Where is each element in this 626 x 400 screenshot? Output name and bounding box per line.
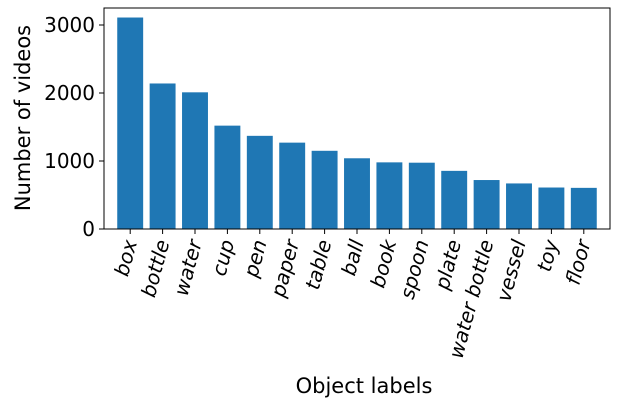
x-tick-label: book bbox=[365, 236, 401, 291]
bar-cup bbox=[214, 125, 241, 229]
bar-pen bbox=[246, 135, 273, 229]
x-tick-label: cup bbox=[207, 237, 240, 278]
bar-box bbox=[117, 17, 144, 229]
y-tick-label: 2000 bbox=[44, 81, 95, 105]
x-axis-label: Object labels bbox=[296, 374, 433, 398]
bar-bottle bbox=[149, 83, 176, 229]
y-axis: 0 1000 2000 3000 bbox=[44, 13, 104, 241]
x-tick-label: ball bbox=[336, 237, 369, 278]
y-tick-label: 3000 bbox=[44, 13, 95, 37]
x-tick-label: spoon bbox=[395, 237, 434, 301]
x-tick-label: floor bbox=[561, 235, 596, 287]
y-tick-label: 1000 bbox=[44, 149, 95, 173]
x-tick-label: pen bbox=[238, 237, 271, 281]
bar-floor bbox=[570, 187, 597, 229]
y-axis-label: Number of videos bbox=[11, 25, 35, 211]
bar-paper bbox=[279, 142, 306, 229]
bar-ball bbox=[344, 158, 370, 229]
bar-water bbox=[182, 92, 208, 229]
x-tick-label: table bbox=[300, 237, 336, 292]
bar-toy bbox=[538, 187, 565, 229]
bars-group bbox=[117, 17, 597, 229]
bar-water-bottle bbox=[473, 180, 500, 229]
x-tick-label: paper bbox=[266, 235, 305, 300]
x-tick-label: toy bbox=[532, 236, 564, 274]
bar-spoon bbox=[408, 162, 435, 229]
x-tick-label: box bbox=[109, 237, 142, 279]
bar-table bbox=[311, 150, 338, 229]
y-tick-label: 0 bbox=[82, 217, 95, 241]
bar-book bbox=[376, 162, 403, 229]
bar-vessel bbox=[506, 183, 532, 229]
x-tick-label: water bbox=[169, 235, 207, 298]
x-tick-label: plate bbox=[429, 237, 466, 293]
bar-plate bbox=[441, 170, 468, 229]
